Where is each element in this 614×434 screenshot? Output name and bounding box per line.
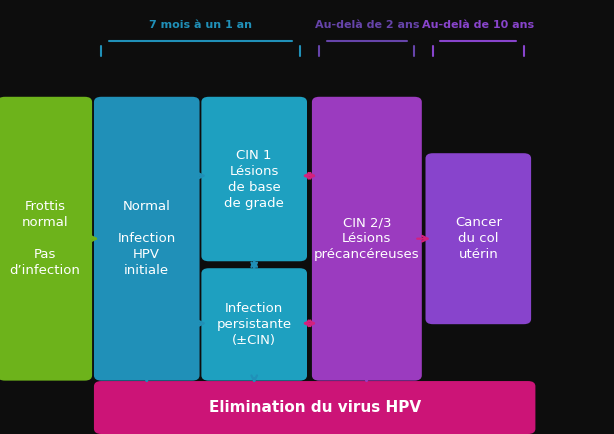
FancyBboxPatch shape	[201, 97, 307, 261]
Text: Au-delà de 10 ans: Au-delà de 10 ans	[422, 20, 534, 30]
Text: Elimination du virus HPV: Elimination du virus HPV	[209, 400, 421, 415]
FancyBboxPatch shape	[426, 153, 531, 324]
FancyBboxPatch shape	[201, 268, 307, 381]
Text: Infection
persistante
(±CIN): Infection persistante (±CIN)	[217, 302, 292, 347]
Text: Frottis
normal

Pas
d’infection: Frottis normal Pas d’infection	[9, 200, 80, 277]
Text: CIN 1
Lésions
de base
de grade: CIN 1 Lésions de base de grade	[224, 148, 284, 210]
Text: CIN 2/3
Lésions
précancéreuses: CIN 2/3 Lésions précancéreuses	[314, 216, 420, 261]
FancyBboxPatch shape	[94, 381, 535, 434]
FancyBboxPatch shape	[0, 97, 92, 381]
Text: Cancer
du col
utérin: Cancer du col utérin	[455, 216, 502, 261]
FancyBboxPatch shape	[94, 97, 200, 381]
FancyBboxPatch shape	[312, 97, 422, 381]
Text: 7 mois à un 1 an: 7 mois à un 1 an	[149, 20, 252, 30]
Text: Normal

Infection
HPV
initiale: Normal Infection HPV initiale	[118, 200, 176, 277]
Text: Au-delà de 2 ans: Au-delà de 2 ans	[314, 20, 419, 30]
